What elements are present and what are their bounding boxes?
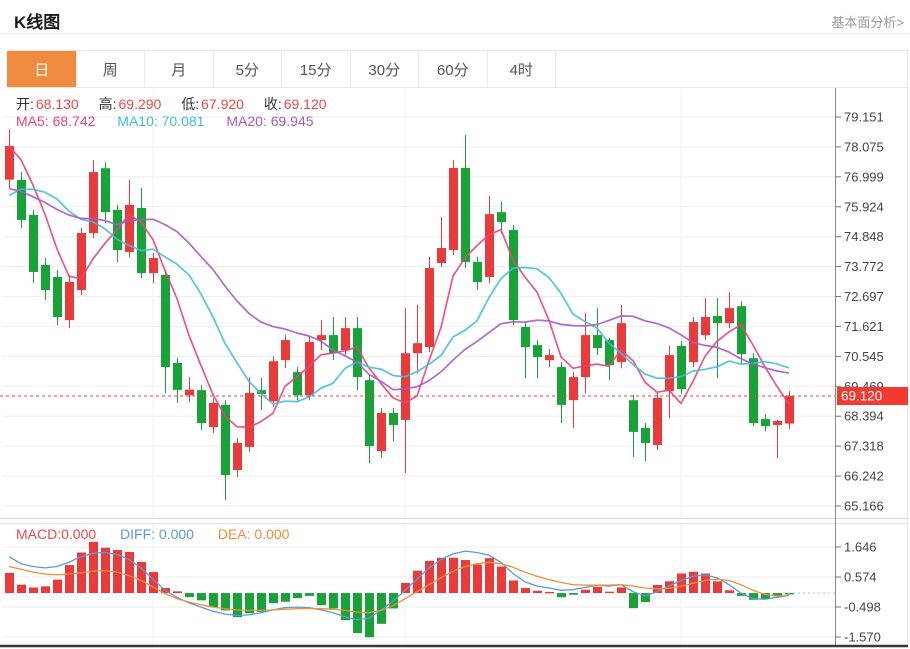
y-axis-labels: 79.151 78.075 76.999 75.924 74.848 73.772 72.6…: [835, 110, 884, 645]
svg-text:-1.570: -1.570: [844, 630, 881, 645]
svg-text:79.151: 79.151: [844, 110, 884, 125]
low-value: 67.920: [201, 96, 244, 112]
timeframe-tab-0[interactable]: 日: [7, 51, 77, 87]
dea-value-label: DEA: 0.000: [217, 526, 290, 542]
timeframe-tab-3[interactable]: 5分: [212, 51, 282, 87]
svg-text:66.242: 66.242: [844, 469, 884, 484]
svg-text:78.075: 78.075: [844, 139, 884, 154]
svg-text:76.999: 76.999: [844, 169, 884, 184]
macd-bars: [5, 541, 794, 638]
ma20-legend: MA20: 69.945: [226, 113, 314, 129]
diff-line: [8, 550, 790, 621]
dea-line: [8, 561, 790, 614]
ma10-legend: MA10: 70.081: [117, 113, 205, 129]
timeframe-tab-1[interactable]: 周: [75, 51, 145, 87]
ma10-line: [8, 188, 790, 405]
timeframe-tab-6[interactable]: 60分: [418, 51, 488, 87]
price-badge: 69.120: [837, 387, 908, 406]
page-title: K线图: [14, 13, 61, 32]
diff-value-label: DIFF: 0.000: [120, 526, 194, 542]
svg-text:73.772: 73.772: [844, 259, 884, 274]
open-label: 开:: [16, 96, 34, 112]
close-label: 收:: [263, 96, 282, 112]
svg-text:68.394: 68.394: [844, 409, 884, 424]
timeframe-tab-4[interactable]: 15分: [281, 51, 351, 87]
low-label: 低:: [181, 96, 200, 112]
svg-text:71.621: 71.621: [844, 319, 884, 334]
high-label: 高:: [98, 96, 117, 112]
timeframe-tab-5[interactable]: 30分: [349, 51, 419, 87]
fundamental-analysis-link[interactable]: 基本面分析>: [831, 15, 904, 30]
svg-text:75.924: 75.924: [844, 199, 884, 214]
svg-text:1.646: 1.646: [844, 540, 877, 555]
timeframe-tab-2[interactable]: 月: [144, 51, 214, 87]
ohlc-legend: 开: 68.130 高: 69.290 低: 67.920 收: 69.120: [16, 94, 343, 114]
macd-value-label: MACD:0.000: [16, 526, 97, 542]
ma5-legend: MA5: 68.742: [16, 113, 96, 129]
grid-layer: [2, 90, 835, 645]
timeframe-tabbar: 日周月 5分 15分 30分 60分 4时: [7, 50, 908, 88]
high-value: 69.290: [118, 96, 162, 112]
chart-frame: [0, 88, 908, 648]
svg-text:74.848: 74.848: [844, 229, 884, 244]
svg-text:65.166: 65.166: [844, 499, 884, 514]
ma-legend: MA5: 68.742 MA10: 70.081 MA20: 69.945: [16, 113, 314, 129]
svg-text:-0.498: -0.498: [844, 600, 881, 615]
svg-text:70.545: 70.545: [844, 349, 884, 364]
close-value: 69.120: [283, 96, 327, 112]
svg-text:0.574: 0.574: [844, 570, 877, 585]
ma20-line: [8, 187, 790, 391]
candles-layer: [5, 129, 794, 501]
macd-legend: MACD:0.000 DIFF: 0.000 DEA: 0.000: [16, 526, 289, 542]
open-value: 68.130: [35, 96, 79, 112]
title-divider: [0, 33, 910, 34]
svg-text:69.120: 69.120: [841, 389, 882, 404]
widget-right-border: [907, 50, 908, 647]
svg-text:72.697: 72.697: [844, 289, 884, 304]
timeframe-tab-7[interactable]: 4时: [486, 51, 556, 87]
ma5-line: [8, 145, 790, 429]
svg-text:67.318: 67.318: [844, 439, 884, 454]
